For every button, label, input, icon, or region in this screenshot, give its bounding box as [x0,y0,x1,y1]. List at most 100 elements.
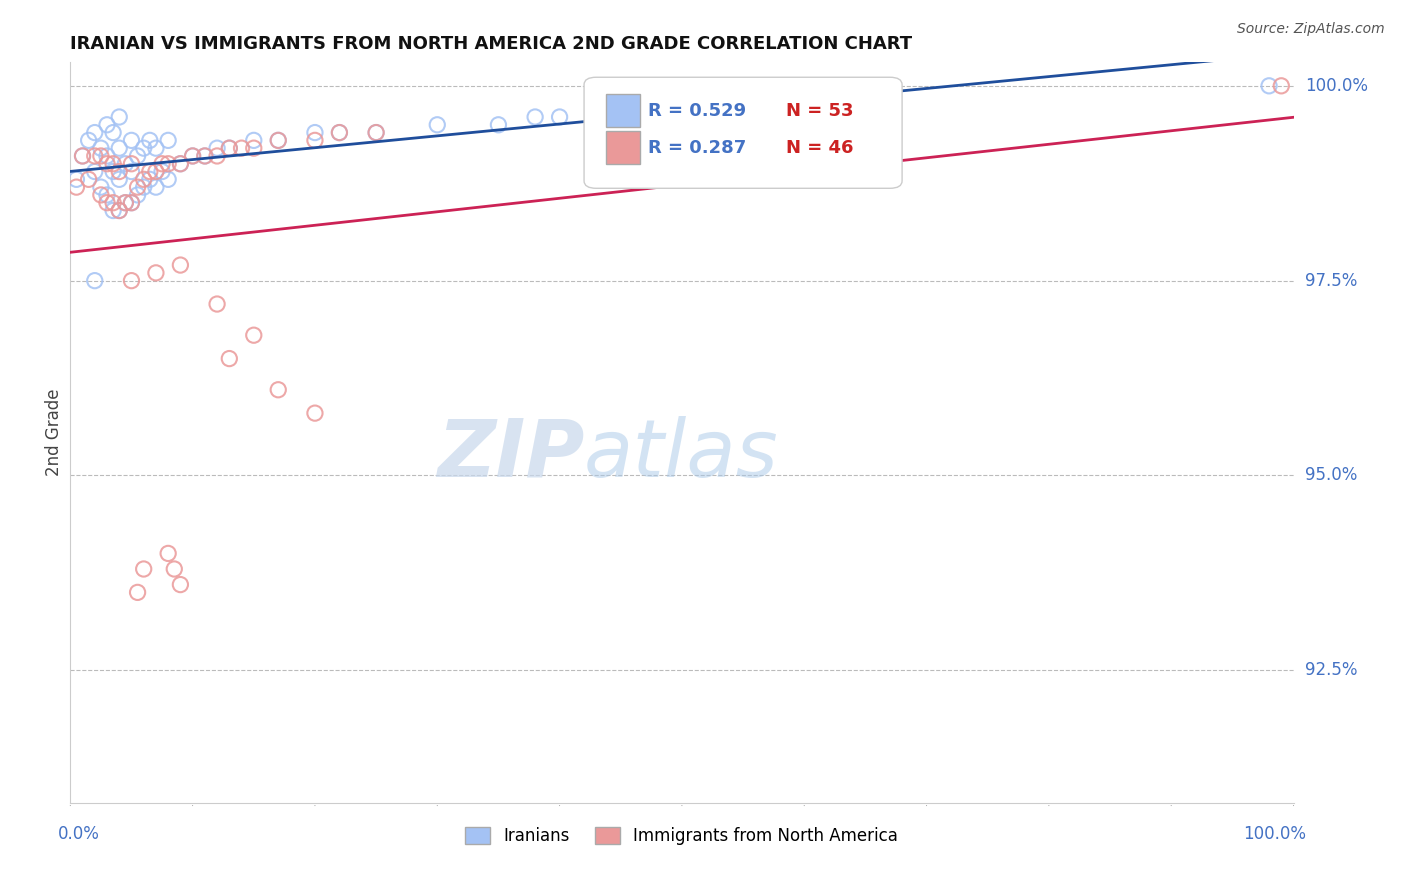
Text: atlas: atlas [583,416,779,494]
Point [83,149,105,163]
Point [90,149,112,163]
Point [83,164,105,178]
Point [169,577,191,591]
Point [132,180,155,194]
Point [121,274,143,288]
Text: 97.5%: 97.5% [1305,272,1357,290]
Point [304,126,326,140]
Point [855,87,877,101]
Point [243,133,266,147]
Point [733,95,755,109]
Text: ZIP: ZIP [437,416,583,494]
Point [524,110,547,124]
Point [108,203,131,218]
FancyBboxPatch shape [606,131,640,164]
Point [267,133,290,147]
Point [83,126,105,140]
Point [243,141,266,155]
Point [426,118,449,132]
Point [72,149,94,163]
Point [96,118,118,132]
Point [205,149,228,163]
Point [65,172,87,186]
Point [194,149,217,163]
Point [108,110,131,124]
Point [169,157,191,171]
Point [163,562,186,576]
Point [150,157,173,171]
Point [366,126,388,140]
Point [304,406,326,420]
Point [548,110,571,124]
Point [231,141,253,155]
Legend: Iranians, Immigrants from North America: Iranians, Immigrants from North America [457,819,907,854]
Point [157,546,180,560]
Point [218,141,240,155]
Point [218,141,240,155]
Point [90,180,112,194]
Point [127,585,149,599]
Point [132,562,155,576]
Point [194,149,217,163]
Point [169,258,191,272]
Point [108,141,131,155]
Point [181,149,204,163]
Point [205,297,228,311]
Point [267,383,290,397]
Point [1258,78,1281,93]
Point [108,172,131,186]
Point [127,188,149,202]
Text: 0.0%: 0.0% [58,825,100,843]
Text: 95.0%: 95.0% [1305,467,1357,484]
Point [610,102,633,116]
Point [1270,78,1292,93]
Text: Source: ZipAtlas.com: Source: ZipAtlas.com [1237,22,1385,37]
Text: R = 0.287: R = 0.287 [648,138,747,157]
Point [139,172,162,186]
Point [108,203,131,218]
Point [205,141,228,155]
FancyBboxPatch shape [583,78,903,188]
Text: 92.5%: 92.5% [1305,661,1357,680]
Point [96,157,118,171]
Point [101,157,124,171]
Point [90,141,112,155]
Point [121,157,143,171]
Point [218,351,240,366]
Point [121,164,143,178]
Point [108,164,131,178]
Point [304,133,326,147]
Point [181,149,204,163]
Point [243,328,266,343]
Point [127,180,149,194]
Point [101,195,124,210]
Point [114,195,136,210]
Point [366,126,388,140]
Point [121,195,143,210]
Text: N = 53: N = 53 [786,102,853,120]
Point [65,180,87,194]
Point [145,164,167,178]
Point [132,141,155,155]
Point [121,133,143,147]
Point [83,274,105,288]
Point [96,195,118,210]
Point [145,141,167,155]
Point [157,172,180,186]
Point [169,157,191,171]
Point [157,157,180,171]
Point [101,126,124,140]
Point [328,126,350,140]
Y-axis label: 2nd Grade: 2nd Grade [45,389,63,476]
Point [114,157,136,171]
Point [139,133,162,147]
Point [72,149,94,163]
FancyBboxPatch shape [606,94,640,128]
Text: 100.0%: 100.0% [1305,77,1368,95]
Point [150,164,173,178]
Point [671,102,693,116]
Point [157,133,180,147]
Point [145,266,167,280]
Point [96,149,118,163]
Point [145,180,167,194]
